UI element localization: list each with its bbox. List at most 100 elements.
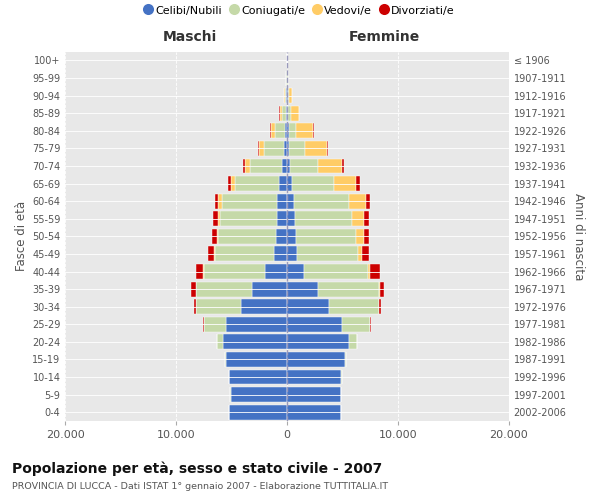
Bar	[358, 246, 362, 262]
Bar	[287, 282, 318, 296]
Bar	[289, 141, 305, 156]
Bar	[226, 317, 287, 332]
Bar	[297, 246, 358, 262]
Bar	[287, 158, 290, 174]
Bar	[204, 264, 265, 279]
Bar	[218, 194, 221, 208]
Bar	[217, 229, 218, 244]
Bar	[218, 229, 276, 244]
Bar	[271, 124, 275, 138]
Bar	[226, 352, 287, 367]
Bar	[362, 246, 369, 262]
Bar	[349, 334, 357, 349]
Bar	[287, 176, 292, 191]
Bar	[287, 194, 294, 208]
Bar	[287, 404, 341, 419]
Bar	[220, 212, 277, 226]
Bar	[287, 370, 341, 384]
Bar	[287, 299, 329, 314]
Bar	[277, 194, 287, 208]
Bar	[318, 158, 343, 174]
Y-axis label: Fasce di età: Fasce di età	[15, 202, 28, 272]
Bar	[225, 352, 226, 367]
Bar	[215, 194, 218, 208]
Bar	[356, 229, 364, 244]
Bar	[368, 264, 370, 279]
Bar	[229, 176, 230, 191]
Bar	[196, 282, 251, 296]
Bar	[196, 299, 241, 314]
Bar	[343, 317, 370, 332]
Bar	[243, 158, 245, 174]
Bar	[292, 106, 299, 120]
Bar	[292, 176, 334, 191]
Bar	[287, 334, 349, 349]
Bar	[250, 158, 281, 174]
Bar	[287, 317, 343, 332]
Bar	[259, 141, 264, 156]
Bar	[296, 124, 313, 138]
Bar	[279, 176, 287, 191]
Bar	[305, 141, 327, 156]
Bar	[294, 194, 349, 208]
Bar	[287, 88, 288, 103]
Bar	[251, 282, 287, 296]
Bar	[318, 282, 379, 296]
Bar	[286, 88, 287, 103]
Bar	[275, 124, 285, 138]
Bar	[245, 158, 250, 174]
Bar	[334, 176, 356, 191]
Bar	[289, 88, 292, 103]
Bar	[229, 370, 287, 384]
Bar	[349, 194, 366, 208]
Bar	[221, 194, 277, 208]
Bar	[277, 212, 287, 226]
Text: PROVINCIA DI LUCCA - Dati ISTAT 1° gennaio 2007 - Elaborazione TUTTITALIA.IT: PROVINCIA DI LUCCA - Dati ISTAT 1° genna…	[12, 482, 388, 491]
Bar	[287, 264, 304, 279]
Bar	[214, 246, 215, 262]
Bar	[218, 212, 220, 226]
Text: Maschi: Maschi	[163, 30, 217, 44]
Bar	[289, 124, 296, 138]
Bar	[258, 141, 259, 156]
Bar	[287, 141, 289, 156]
Bar	[287, 124, 289, 138]
Bar	[241, 299, 287, 314]
Bar	[296, 229, 356, 244]
Bar	[208, 246, 214, 262]
Bar	[287, 106, 288, 120]
Bar	[264, 141, 284, 156]
Bar	[284, 88, 285, 103]
Bar	[295, 212, 352, 226]
Bar	[191, 282, 196, 296]
Bar	[379, 282, 380, 296]
Bar	[290, 158, 318, 174]
Bar	[280, 106, 282, 120]
Bar	[288, 106, 292, 120]
Bar	[329, 299, 379, 314]
Bar	[215, 246, 274, 262]
Bar	[287, 212, 295, 226]
Bar	[343, 158, 344, 174]
Bar	[379, 299, 382, 314]
Text: Femmine: Femmine	[349, 30, 420, 44]
Bar	[194, 299, 196, 314]
Bar	[217, 334, 223, 349]
Bar	[196, 264, 203, 279]
Bar	[284, 141, 287, 156]
Bar	[287, 246, 297, 262]
Legend: Celibi/Nubili, Coniugati/e, Vedovi/e, Divorziati/e: Celibi/Nubili, Coniugati/e, Vedovi/e, Di…	[141, 0, 459, 20]
Bar	[304, 264, 368, 279]
Bar	[229, 404, 287, 419]
Bar	[380, 282, 384, 296]
Bar	[282, 106, 286, 120]
Bar	[204, 317, 226, 332]
Bar	[276, 229, 287, 244]
Bar	[285, 88, 286, 103]
Bar	[364, 212, 369, 226]
Bar	[214, 212, 218, 226]
Bar	[235, 176, 279, 191]
Bar	[285, 124, 287, 138]
Bar	[212, 229, 217, 244]
Bar	[366, 194, 370, 208]
